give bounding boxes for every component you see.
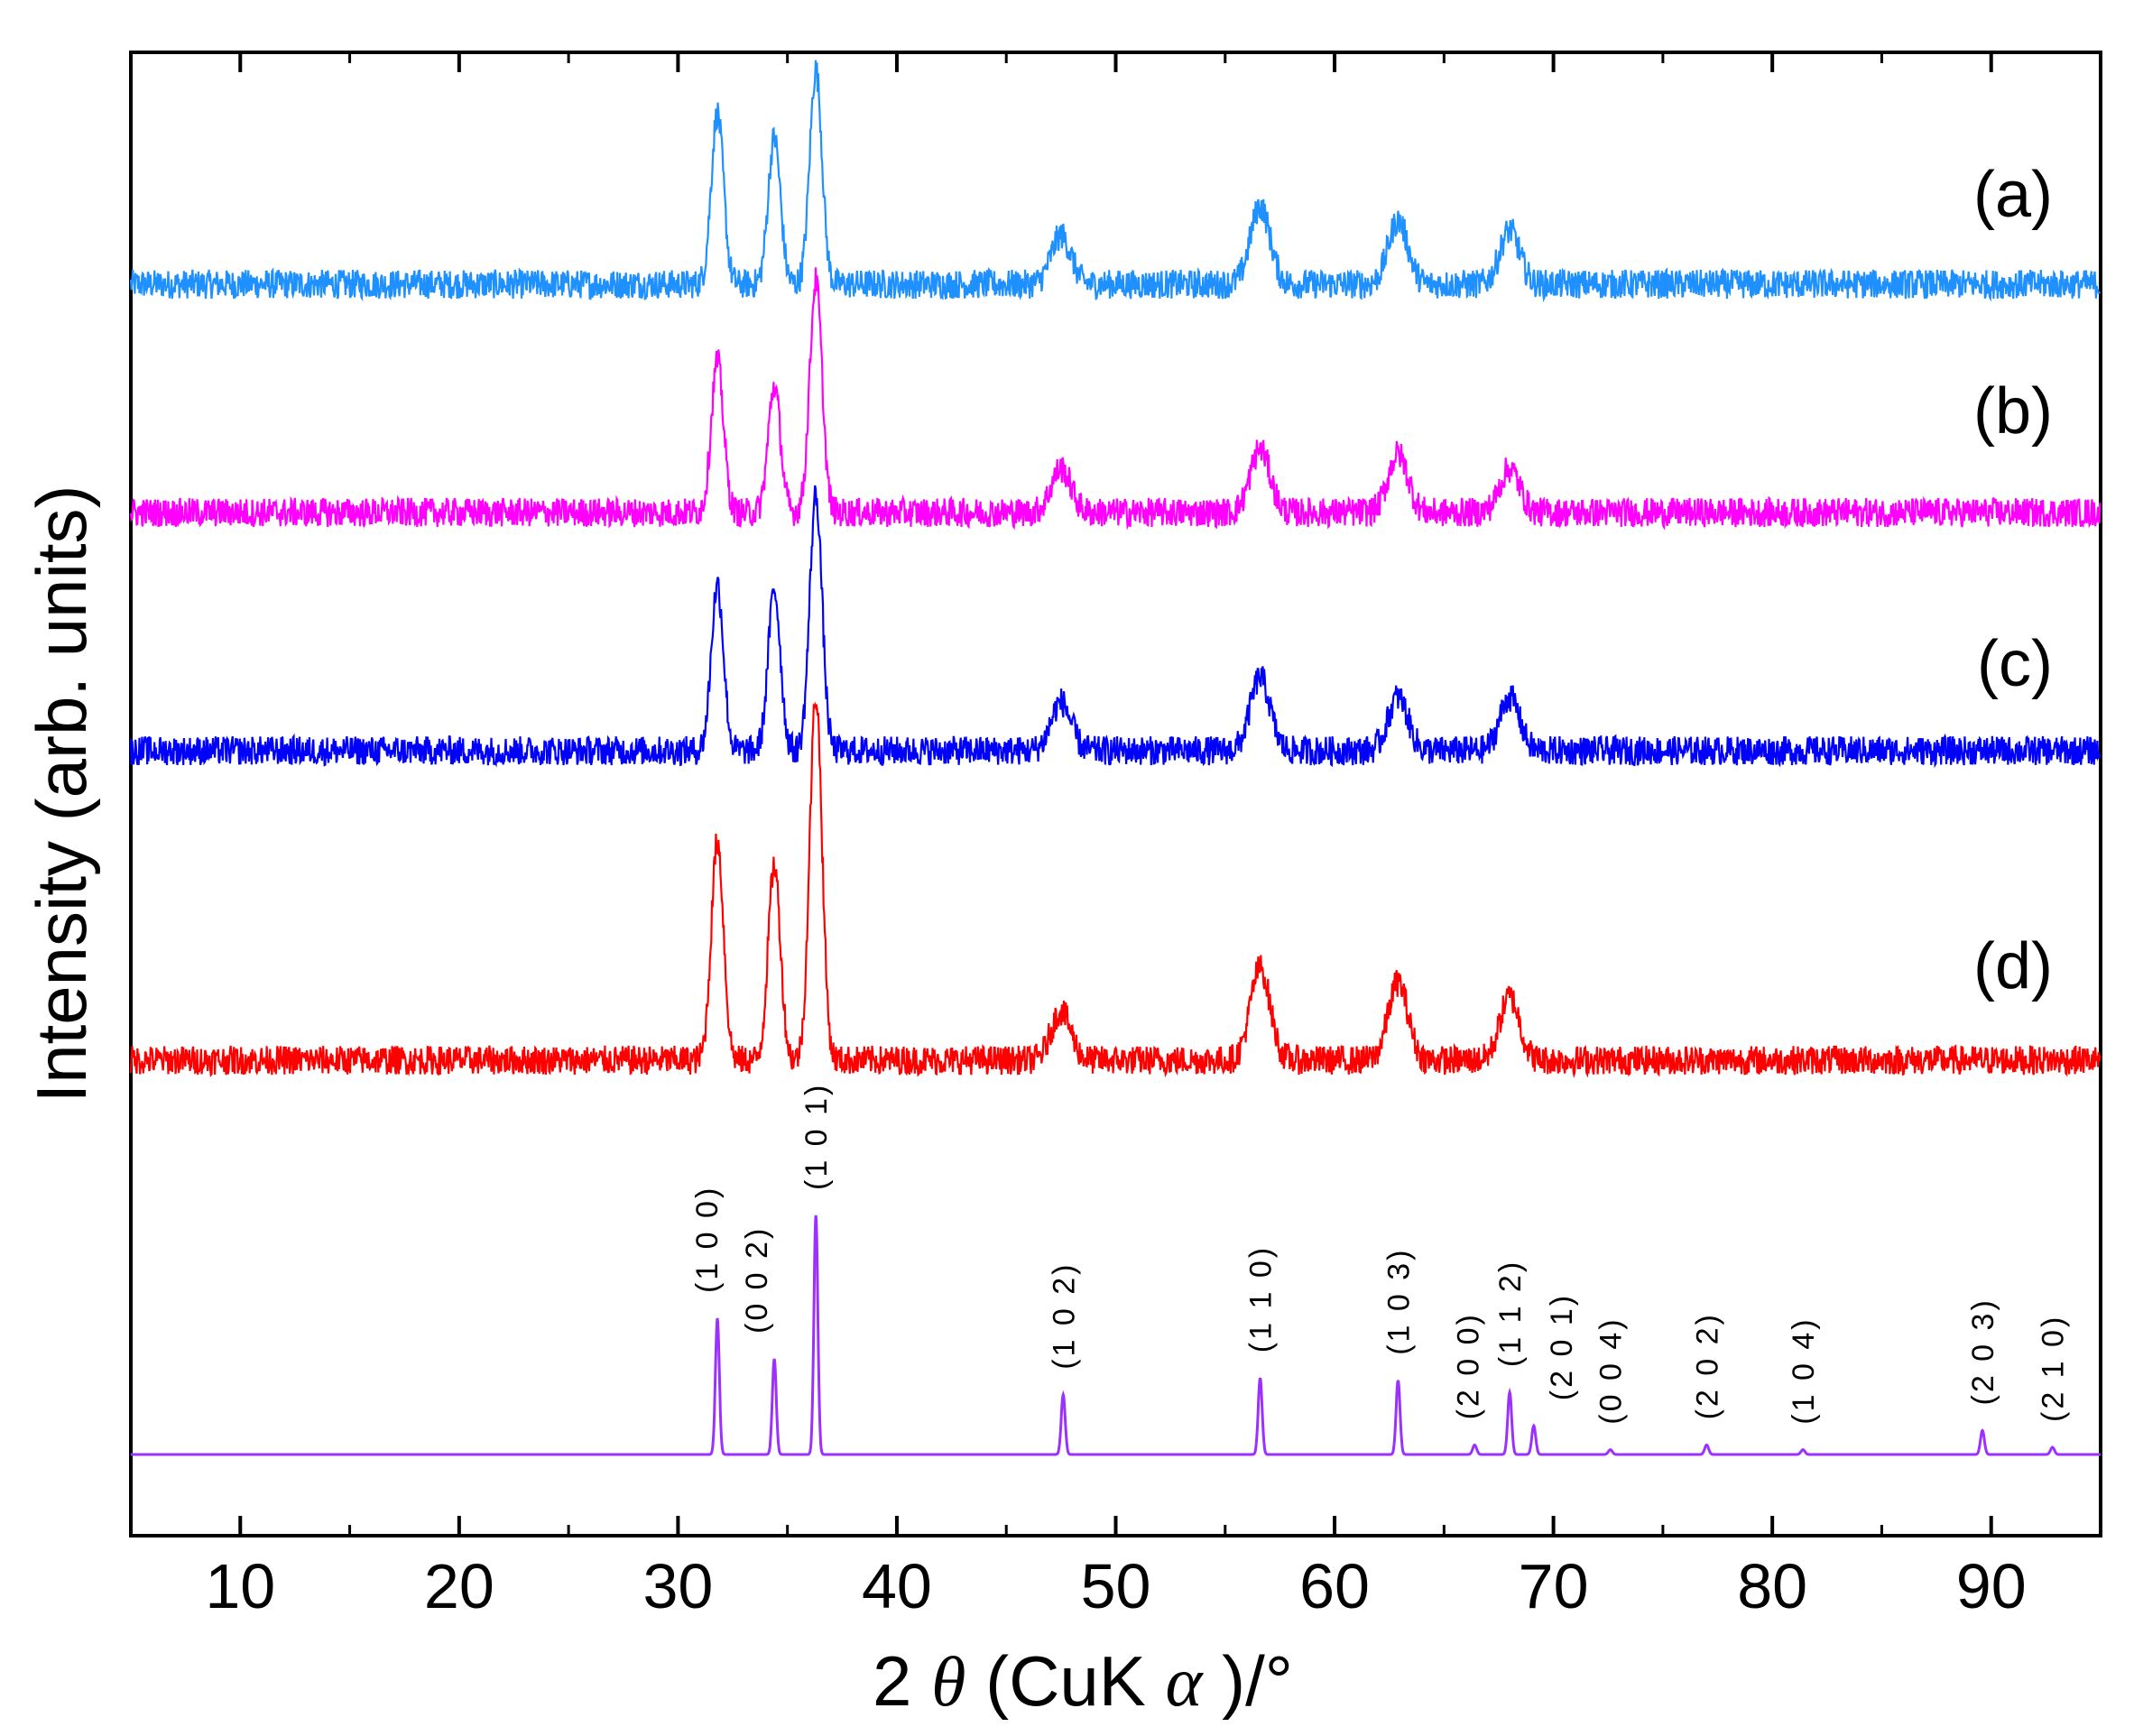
x-axis-title: 2 θ (CuK α )/° xyxy=(873,1641,1293,1721)
x-axis-ticks: 10 20 30 40 50 60 70 80 90 xyxy=(205,52,2027,1621)
hkl-label: (2 0 1) xyxy=(1545,1293,1579,1400)
trace-group xyxy=(129,60,2102,1079)
x-title-part: (CuK xyxy=(965,1641,1165,1721)
trace-label-b: (b) xyxy=(1973,375,2053,448)
trace-label-c: (c) xyxy=(1977,628,2053,700)
x-tick-label: 20 xyxy=(424,1551,494,1621)
hkl-label: (0 0 4) xyxy=(1594,1316,1629,1424)
hkl-label: (2 0 3) xyxy=(1966,1297,2000,1405)
hkl-label: (1 0 3) xyxy=(1381,1248,1416,1355)
hkl-label: (2 1 0) xyxy=(2037,1315,2071,1422)
x-title-alpha: α xyxy=(1165,1642,1204,1721)
hkl-label: (1 1 0) xyxy=(1244,1245,1279,1353)
x-tick-label: 70 xyxy=(1519,1551,1589,1621)
x-tick-label: 40 xyxy=(862,1551,932,1621)
trace-labels: (a) (b) (c) (d) xyxy=(1973,159,2053,1002)
x-tick-label: 60 xyxy=(1299,1551,1370,1621)
trace-a xyxy=(129,60,2102,303)
hkl-label: (2 0 2) xyxy=(1690,1312,1724,1419)
hkl-label: (1 0 4) xyxy=(1787,1316,1821,1424)
trace-label-a: (a) xyxy=(1973,159,2053,231)
x-title-part: )/° xyxy=(1202,1641,1293,1721)
x-title-part: 2 xyxy=(873,1641,931,1721)
hkl-label: (1 0 1) xyxy=(799,1083,834,1190)
x-tick-label: 50 xyxy=(1081,1551,1151,1621)
hkl-label: (1 1 2) xyxy=(1493,1260,1528,1367)
reference-pattern: (1 0 0) (0 0 2) (1 0 1) (1 0 2) (1 1 0) (1 0 … xyxy=(131,1083,2101,1456)
x-tick-label: 80 xyxy=(1737,1551,1807,1621)
x-title-theta: θ xyxy=(931,1642,965,1721)
trace-b xyxy=(129,267,2102,531)
x-tick-label: 30 xyxy=(642,1551,713,1621)
trace-label-d: (d) xyxy=(1973,930,2053,1002)
y-axis-title: Intensity (arb. units) xyxy=(22,485,101,1103)
reference-trace xyxy=(131,1214,2101,1456)
hkl-label: (1 0 0) xyxy=(690,1186,725,1293)
trace-c xyxy=(129,485,2102,769)
x-tick-label: 90 xyxy=(1956,1551,2027,1621)
hkl-label: (0 0 2) xyxy=(740,1226,774,1334)
hkl-label: (2 0 0) xyxy=(1451,1312,1485,1419)
x-tick-label: 10 xyxy=(205,1551,275,1621)
hkl-label: (1 0 2) xyxy=(1047,1262,1081,1370)
trace-d xyxy=(129,701,2102,1079)
